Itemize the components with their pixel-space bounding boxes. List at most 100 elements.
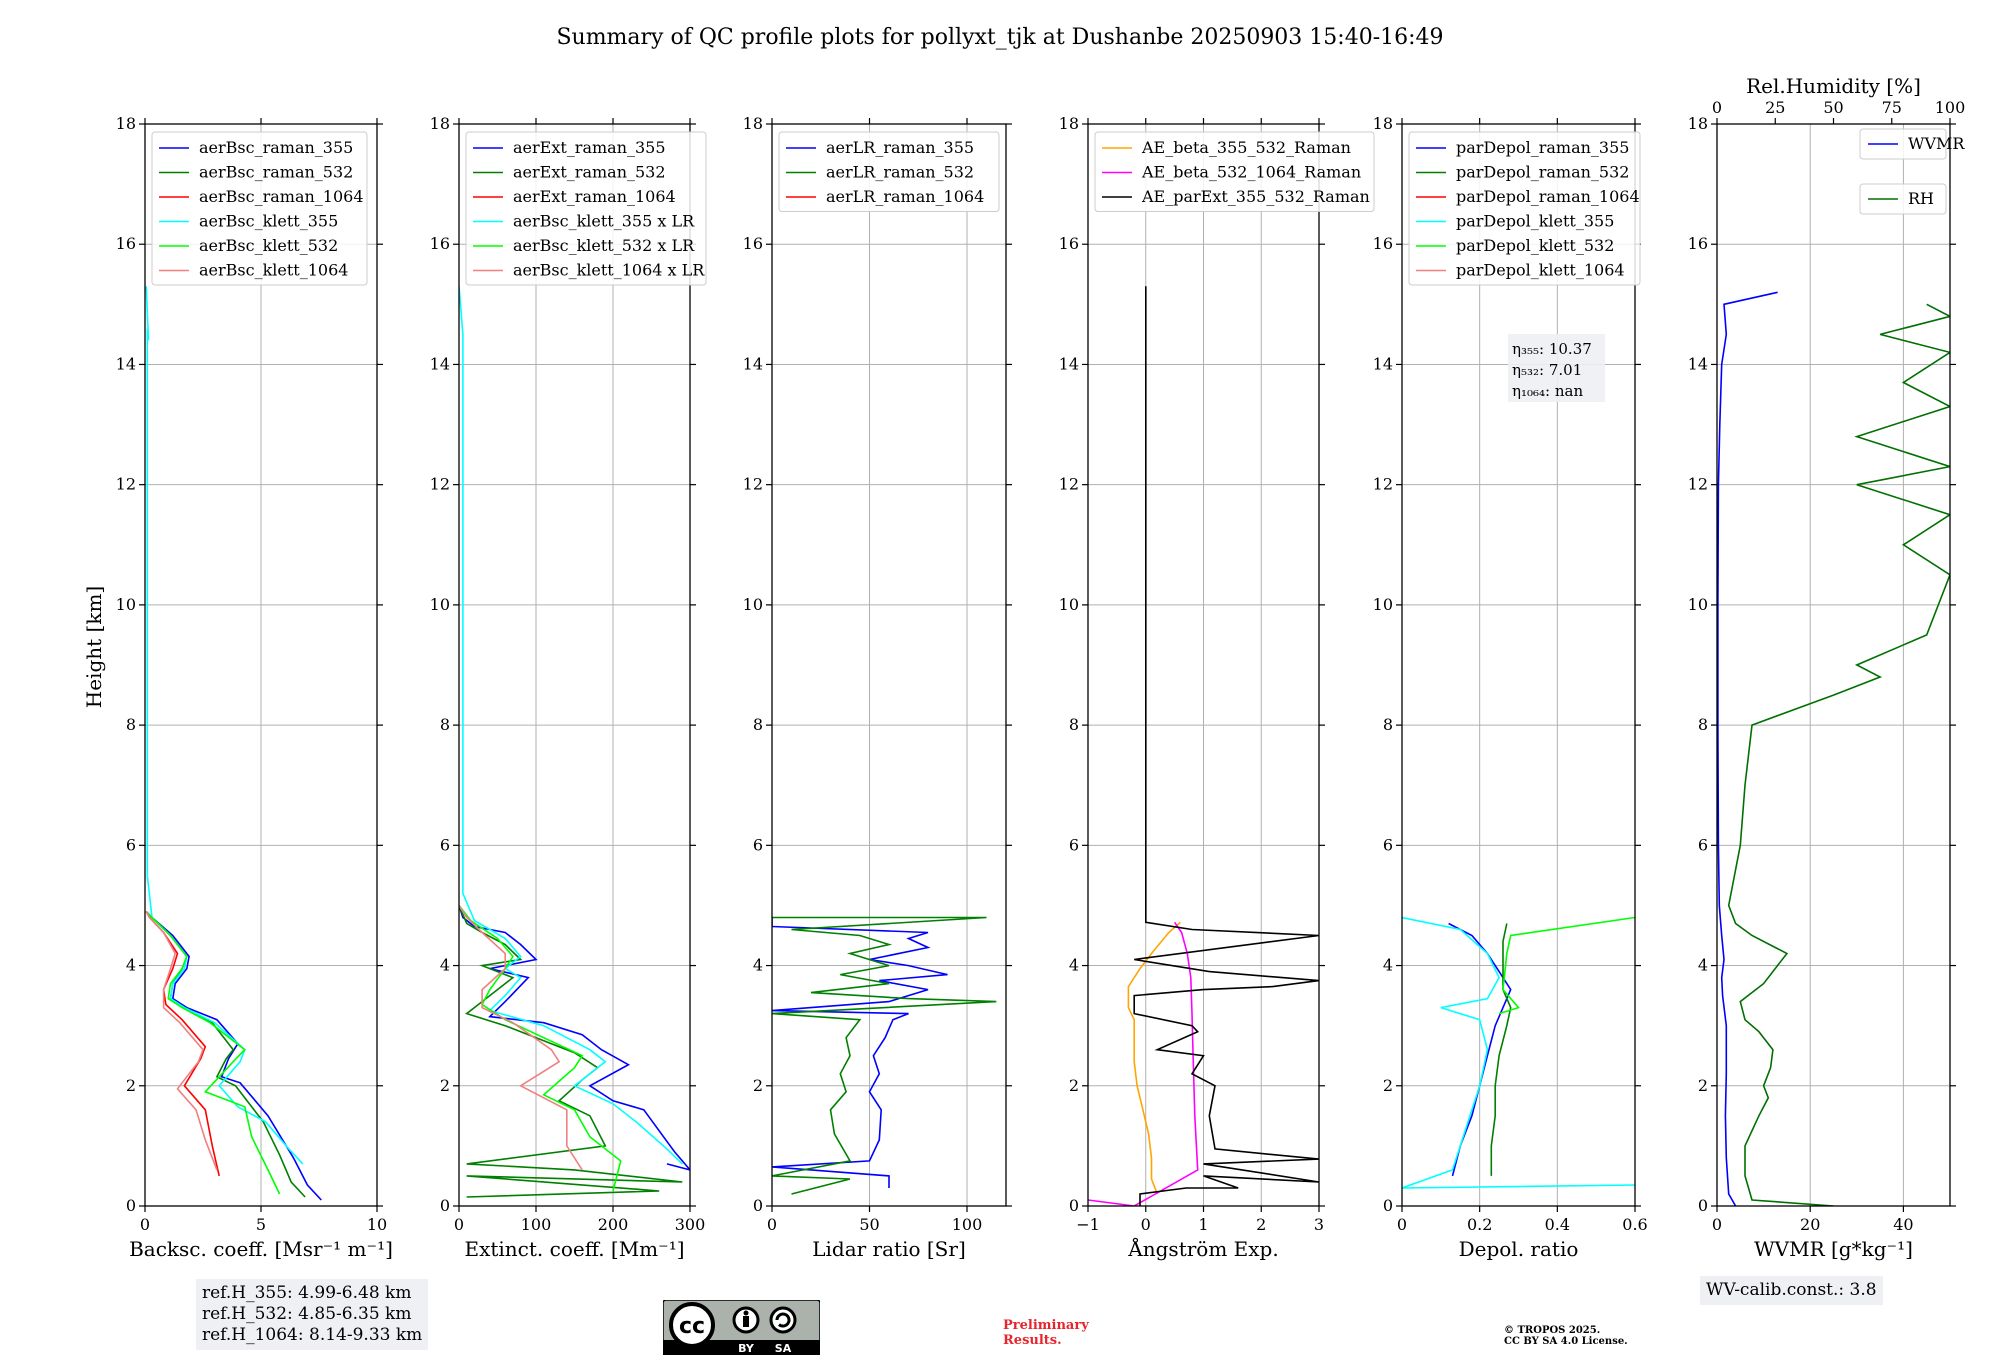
axes-frame <box>1716 123 1951 1207</box>
y-tick-label: 12 <box>743 475 763 494</box>
legend-label: parDepol_klett_532 <box>1456 236 1614 255</box>
wv-calib-text: WV-calib.const.: 3.8 <box>1706 1280 1877 1300</box>
x-tick-label: 0 <box>767 1215 777 1234</box>
preliminary-line-1: Preliminary <box>1003 1318 1089 1333</box>
legend-label: aerBsc_klett_532 <box>199 236 338 255</box>
y-tick-label: 0 <box>1069 1196 1079 1215</box>
legend-box <box>465 131 707 286</box>
x-tick-label: 0 <box>1141 1215 1151 1234</box>
legend: aerBsc_raman_355 aerBsc_raman_532 aerBsc_r… <box>151 131 368 286</box>
y-tick-label: 18 <box>1373 114 1393 133</box>
y-tick-label: 16 <box>116 234 136 253</box>
y-tick-label: 12 <box>1688 475 1708 494</box>
y-tick-label: 16 <box>1688 234 1708 253</box>
x-tick-label: 40 <box>1893 1215 1913 1234</box>
y-tick-label: 12 <box>1059 475 1079 494</box>
preliminary-line-2: Results. <box>1003 1333 1062 1348</box>
legend-label: AE_beta_532_1064_Raman <box>1141 163 1361 182</box>
y-tick-label: 12 <box>1373 475 1393 494</box>
y-tick-label: 6 <box>753 835 763 854</box>
legend-label: AE_beta_355_532_Raman <box>1141 138 1351 157</box>
x-axis-label: Ångström Exp. <box>1127 1236 1278 1261</box>
y-tick-label: 18 <box>116 114 136 133</box>
preliminary-note: Preliminary Results. <box>1003 1318 1089 1348</box>
x-tick-label: 300 <box>675 1215 706 1234</box>
series-line-ae-parext-355-532-raman <box>1133 286 1319 1206</box>
y-tick-label: 8 <box>753 715 763 734</box>
y-tick-label: 16 <box>1373 234 1393 253</box>
series-line-aerlr-raman-532 <box>772 916 997 1195</box>
legend-wvmr: WVMR <box>1859 128 1965 160</box>
y-tick-label: 2 <box>1383 1076 1393 1095</box>
y-axis-label: Height [km] <box>82 586 106 708</box>
sa-icon <box>769 1306 797 1334</box>
y-tick-label: 8 <box>440 715 450 734</box>
copyright-note: © TROPOS 2025. CC BY SA 4.0 License. <box>1504 1325 1628 1347</box>
x-tick-label: 100 <box>521 1215 552 1234</box>
legend-label: aerBsc_klett_355 x LR <box>513 212 695 231</box>
x-tick-label: 0.2 <box>1467 1215 1492 1234</box>
legend-label: aerBsc_raman_532 <box>199 163 353 182</box>
series-line-pardepol-klett-532 <box>1498 916 1635 1015</box>
y-tick-label: 12 <box>116 475 136 494</box>
x-axis-label: Backsc. coeff. [Msr⁻¹ m⁻¹] <box>129 1237 393 1261</box>
y-tick-label: 10 <box>1688 595 1708 614</box>
cc-by-sa-logo: cc BY SA <box>663 1300 820 1355</box>
legend-label: RH <box>1908 189 1934 208</box>
ref-height-355: ref.H_355: 4.99-6.48 km <box>202 1283 412 1303</box>
y-tick-label: 4 <box>1069 956 1079 975</box>
y-tick-label: 4 <box>440 956 450 975</box>
y-tick-label: 10 <box>1373 595 1393 614</box>
series-line-aerext-raman-355 <box>459 905 690 1171</box>
x-tick-label: 0 <box>1397 1215 1407 1234</box>
y-tick-label: 0 <box>440 1196 450 1215</box>
legend: aerLR_raman_355 aerLR_raman_532 aerLR_rama… <box>778 131 1000 212</box>
ref-height-1064: ref.H_1064: 8.14-9.33 km <box>202 1325 423 1345</box>
series-line-aerbsc-klett-1064 <box>145 911 218 1171</box>
y-tick-label: 14 <box>743 354 763 373</box>
series-line-aerbsc-klett-1064-x-lr <box>459 904 583 1171</box>
legend-label: parDepol_klett_1064 <box>1456 261 1625 280</box>
y-tick-label: 6 <box>1383 835 1393 854</box>
panel-3: 0 2 4 6 8 10 12 14 16 18 0 50 100 Lidar ratio [Sr] aer… <box>743 114 1012 1261</box>
y-tick-label: 8 <box>126 715 136 734</box>
legend-box <box>1094 131 1375 212</box>
legend-rh: RH <box>1859 183 1947 215</box>
y-tick-label: 10 <box>743 595 763 614</box>
x-axis-label: Depol. ratio <box>1459 1237 1579 1261</box>
ref-height-532: ref.H_532: 4.85-6.35 km <box>202 1304 412 1324</box>
series-group <box>1717 291 1950 1206</box>
y-tick-label: 4 <box>753 956 763 975</box>
series-line-pardepol-klett-355 <box>1402 916 1635 1189</box>
legend-label: parDepol_raman_532 <box>1456 163 1629 182</box>
y-tick-label: 18 <box>1059 114 1079 133</box>
series-line-aerbsc-klett-532-x-lr <box>459 904 622 1192</box>
x-tick-label: 50 <box>859 1215 879 1234</box>
copyright-line-1: © TROPOS 2025. <box>1504 1325 1601 1336</box>
legend-label: aerExt_raman_532 <box>513 163 666 182</box>
legend-label: parDepol_klett_355 <box>1456 212 1614 231</box>
x-tick-label: 0 <box>454 1215 464 1234</box>
sa-label: SA <box>775 1342 792 1355</box>
y-tick-label: 16 <box>430 234 450 253</box>
y-tick-label: 8 <box>1698 715 1708 734</box>
top-x-axis-label: Rel.Humidity [%] <box>1746 74 1921 98</box>
top-x-tick-label: 25 <box>1765 98 1785 117</box>
x-tick-label: 0.6 <box>1622 1215 1647 1234</box>
eta-annotation: η₃₅₅: 10.37 η₅₃₂: 7.01 η₁₀₆₄: nan <box>1508 334 1605 402</box>
legend-label: AE_parExt_355_532_Raman <box>1141 187 1370 206</box>
series-group <box>1088 286 1319 1206</box>
annotation-line: η₃₅₅: 10.37 <box>1512 340 1592 358</box>
y-tick-label: 4 <box>1698 956 1708 975</box>
y-tick-label: 18 <box>430 114 450 133</box>
cc-text: cc <box>679 1314 705 1339</box>
y-tick-label: 6 <box>1069 835 1079 854</box>
series-line-aerlr-raman-355 <box>772 917 948 1188</box>
series-line-aerbsc-raman-532 <box>145 910 306 1198</box>
legend-box <box>1859 128 1947 160</box>
copyright-line-2: CC BY SA 4.0 License. <box>1504 1336 1628 1347</box>
y-tick-label: 12 <box>430 475 450 494</box>
